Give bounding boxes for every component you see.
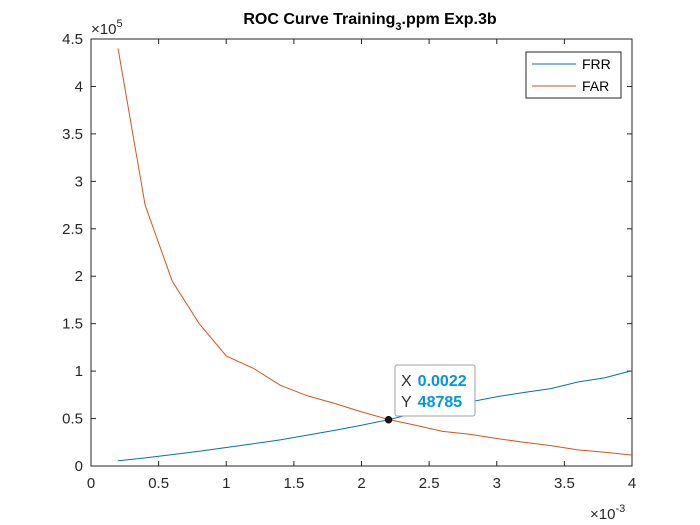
legend: FRR FAR bbox=[525, 51, 622, 99]
y-tick-label: 2.5 bbox=[62, 221, 83, 238]
x-tick-label: 1 bbox=[222, 475, 230, 492]
data-tip-x-row: X 0.0022 bbox=[401, 373, 467, 390]
x-tick-label: 0 bbox=[87, 475, 95, 492]
y-tick-label: 0.5 bbox=[62, 411, 83, 428]
y-tick-label: 0 bbox=[75, 458, 83, 475]
legend-label-frr: FRR bbox=[582, 56, 611, 72]
x-axis-multiplier: ×10-3 bbox=[590, 503, 625, 523]
series-layer bbox=[117, 48, 633, 462]
data-tip[interactable]: X 0.0022 Y 48785 bbox=[384, 364, 476, 424]
x-axis: 0 0.5 1 1.5 2 2.5 3 3.5 4 bbox=[87, 39, 636, 492]
legend-box bbox=[525, 51, 622, 99]
y-tick-label: 1.5 bbox=[62, 316, 83, 333]
y-axis: 0 0.5 1 1.5 2 2.5 3 3.5 4 4.5 bbox=[62, 31, 632, 475]
data-tip-marker[interactable] bbox=[384, 416, 393, 424]
x-tick-label: 0.5 bbox=[148, 475, 169, 492]
series-line-far bbox=[117, 48, 633, 456]
y-tick-label: 3 bbox=[75, 173, 83, 190]
y-tick-label: 4 bbox=[75, 78, 83, 95]
series-line-frr bbox=[117, 370, 633, 462]
x-tick-label: 2.5 bbox=[419, 475, 440, 492]
plot-area bbox=[90, 38, 633, 467]
x-tick-label: 1.5 bbox=[283, 475, 304, 492]
y-tick-label: 2 bbox=[75, 268, 83, 285]
legend-label-far: FAR bbox=[582, 78, 609, 94]
y-tick-label: 3.5 bbox=[62, 126, 83, 143]
x-tick-label: 4 bbox=[628, 475, 636, 492]
x-tick-label: 2 bbox=[357, 475, 365, 492]
x-tick-label: 3.5 bbox=[554, 475, 575, 492]
data-tip-y-row: Y 48785 bbox=[401, 394, 462, 411]
y-tick-label: 4.5 bbox=[62, 31, 83, 48]
y-axis-multiplier: ×105 bbox=[91, 18, 123, 38]
y-tick-label: 1 bbox=[75, 363, 83, 380]
chart-title: ROC Curve Training3.ppm Exp.3b bbox=[243, 11, 497, 33]
x-tick-label: 3 bbox=[493, 475, 501, 492]
data-tip-box bbox=[394, 364, 476, 417]
